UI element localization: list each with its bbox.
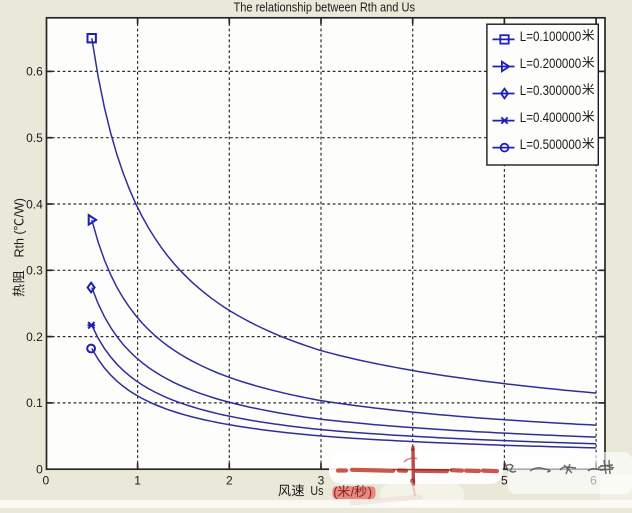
- svg-text:Us: Us: [310, 483, 323, 498]
- svg-text:The relationship between Rth a: The relationship between Rth and Us: [234, 0, 416, 15]
- svg-text:(: (: [333, 485, 338, 500]
- svg-text:0.5: 0.5: [26, 131, 43, 145]
- svg-text:L=0.100000: L=0.100000: [520, 28, 582, 44]
- svg-text:0: 0: [43, 474, 50, 488]
- svg-text:1: 1: [134, 474, 141, 488]
- svg-text:L=0.300000: L=0.300000: [520, 82, 582, 98]
- svg-text:Rth (: Rth (: [12, 230, 26, 258]
- svg-text:): ): [368, 485, 372, 500]
- svg-text:L=0.200000: L=0.200000: [520, 55, 582, 71]
- svg-text:/W): /W): [12, 198, 26, 217]
- svg-text:0.3: 0.3: [26, 264, 43, 278]
- svg-text:0.4: 0.4: [26, 197, 43, 211]
- svg-text:L=0.500000: L=0.500000: [520, 136, 582, 152]
- svg-text:/: /: [351, 485, 355, 500]
- svg-text:2: 2: [226, 474, 233, 488]
- svg-text:0.2: 0.2: [26, 330, 43, 344]
- svg-text:L=0.400000: L=0.400000: [520, 109, 582, 125]
- svg-text:0.1: 0.1: [26, 396, 43, 410]
- svg-text:0.6: 0.6: [26, 65, 43, 79]
- svg-text:5: 5: [501, 474, 508, 488]
